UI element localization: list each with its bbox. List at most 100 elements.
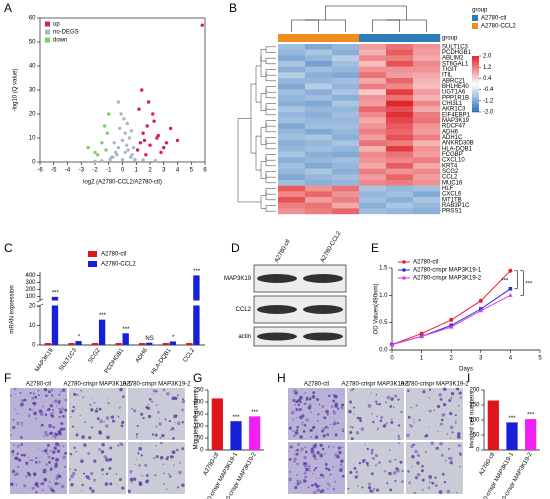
cell (121, 420, 125, 424)
heat-cell (386, 168, 414, 175)
legend-label: up (53, 22, 60, 28)
cell (309, 428, 313, 433)
cell (155, 390, 158, 393)
cell (50, 467, 53, 471)
cell (70, 483, 74, 487)
legend-marker (402, 260, 406, 264)
bar (139, 343, 146, 345)
cell (318, 403, 321, 406)
axis-break-mark (36, 303, 44, 308)
cell (300, 447, 304, 451)
marker (508, 286, 513, 291)
heat-cell (305, 191, 333, 198)
cell (62, 445, 65, 448)
heat-cell (413, 208, 441, 215)
heat-cell (359, 197, 387, 203)
row-label: TIGIT (442, 67, 458, 73)
cell (371, 490, 375, 493)
cell (322, 474, 324, 476)
y-tick-label: 200 (193, 400, 204, 406)
x-tick-label: -5 (51, 168, 57, 174)
heat-cell (278, 174, 306, 181)
cell (326, 413, 329, 416)
cell (182, 398, 184, 401)
cell (319, 477, 321, 479)
heat-cell (305, 117, 333, 124)
colorbar-step (472, 103, 479, 106)
cell (54, 432, 59, 437)
blot-band (303, 305, 343, 314)
heat-cell (332, 123, 360, 130)
cell (294, 449, 296, 452)
significance: *** (527, 413, 535, 419)
colorbar-step (472, 98, 479, 100)
heat-cell (386, 157, 414, 164)
heat-cell (278, 72, 306, 79)
micrograph (10, 388, 67, 440)
cell (333, 419, 336, 421)
bar (122, 333, 129, 345)
cell (397, 437, 401, 441)
heat-cell (413, 83, 441, 90)
panel-letter: F (4, 371, 11, 385)
significance: *** (251, 410, 259, 416)
cell (449, 412, 453, 416)
cell (397, 424, 401, 427)
cell (319, 453, 323, 458)
cell (337, 407, 340, 410)
heat-cell (332, 129, 360, 135)
cell (301, 423, 304, 426)
cell (315, 484, 320, 489)
cell (334, 453, 338, 457)
legend-label: no-DEGS (53, 30, 79, 36)
cell (428, 388, 432, 391)
heat-cell (386, 66, 414, 73)
point (142, 138, 147, 143)
heat-cell (332, 163, 360, 169)
cell (298, 407, 302, 411)
cell (406, 433, 410, 438)
colorbar-step (472, 105, 479, 107)
legend-marker (402, 276, 406, 280)
cell (428, 396, 431, 399)
y-tick-label: 150 (193, 412, 204, 418)
cell (342, 430, 345, 433)
point (133, 157, 137, 162)
cell (370, 452, 374, 455)
colorbar-step (472, 96, 479, 99)
cell (353, 466, 357, 470)
colorbar-step (472, 70, 479, 72)
y-tick-label: 0 (32, 343, 36, 349)
cell (105, 424, 109, 428)
point (122, 117, 126, 121)
heat-cell (359, 100, 387, 107)
cell (93, 459, 97, 463)
y-tick-label: 10 (29, 136, 36, 142)
cell (20, 399, 25, 403)
cell (407, 389, 410, 393)
legend-label: A2780-crispr MAP3K19-1 (413, 268, 482, 274)
micrograph (406, 388, 463, 440)
cell (441, 472, 445, 476)
cell (47, 485, 50, 487)
heat-cell (278, 100, 306, 107)
cell (42, 405, 45, 408)
cell (412, 419, 415, 421)
heat-cell (278, 66, 306, 73)
legend-swatch (472, 23, 478, 29)
cell (59, 390, 63, 393)
cell (329, 473, 332, 476)
x-tick-label: 3 (162, 168, 166, 174)
point (126, 148, 130, 152)
point (151, 112, 155, 116)
y-tick-label: 50 (29, 40, 36, 46)
cell (27, 456, 30, 459)
cell (60, 484, 65, 489)
heat-cell (359, 72, 387, 79)
cell (80, 490, 83, 492)
cell (448, 456, 453, 461)
cell (179, 461, 181, 464)
legend-swatch (45, 29, 50, 35)
heat-cell (413, 134, 441, 141)
cell (160, 441, 163, 445)
